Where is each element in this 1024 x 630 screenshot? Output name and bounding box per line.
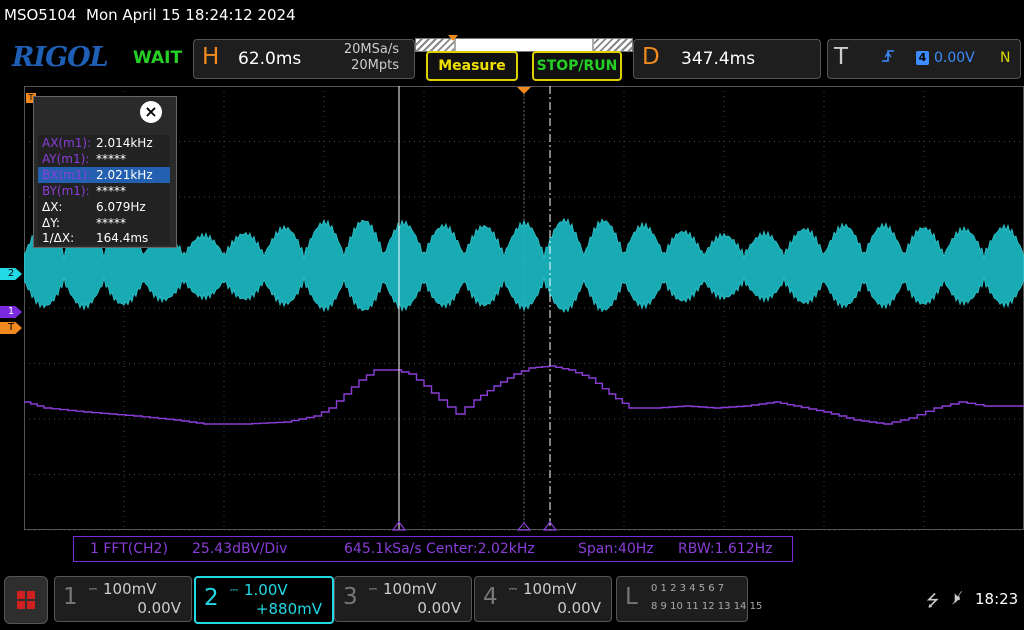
cursor-b-marker-icon bbox=[542, 521, 558, 531]
fft-rbw: RBW:1.612Hz bbox=[678, 541, 773, 557]
ch2-offset: +880mV bbox=[255, 600, 322, 618]
title-bar: MSO5104 Mon April 15 18:24:12 2024 bbox=[0, 0, 1024, 34]
ch1-offset-marker[interactable]: 1 bbox=[0, 306, 22, 318]
trigger-level-marker[interactable]: T bbox=[0, 322, 22, 334]
trigger-level: 0.00V bbox=[934, 50, 975, 66]
horizontal-settings-button[interactable]: H 62.0ms 20MSa/s 20Mpts bbox=[193, 39, 415, 79]
dc-coupling-icon: ⎓ bbox=[89, 584, 97, 595]
cursor-a-marker-icon bbox=[391, 521, 407, 531]
cursor-row-bx: BX(m1): 2.021kHz bbox=[38, 167, 170, 183]
trigger-level-top-marker: T bbox=[26, 93, 36, 103]
memory-view-window bbox=[454, 39, 594, 51]
ch2-offset-marker[interactable]: 2 bbox=[0, 268, 22, 280]
delay-settings-button[interactable]: D 347.4ms bbox=[633, 39, 821, 79]
cursor-row-inverse-delta-x: 1/ΔX: 164.4ms bbox=[38, 231, 170, 245]
cursor-row-delta-y: ΔY: ***** bbox=[38, 215, 170, 231]
dc-coupling-icon: ⎓ bbox=[369, 584, 377, 595]
cursor-row-ax: AX(m1): 2.014kHz bbox=[38, 135, 170, 151]
trigger-key-letter: T bbox=[834, 44, 849, 70]
cursor-row-ay: AY(m1): ***** bbox=[38, 151, 170, 167]
dc-coupling-icon: ⎓ bbox=[509, 584, 517, 595]
memory-depth: 20Mpts bbox=[351, 58, 399, 73]
dc-coupling-icon: ⎓ bbox=[230, 585, 238, 596]
fft-rate: 645.1kSa/s bbox=[344, 541, 422, 557]
run-state-indicator: WAIT bbox=[133, 48, 183, 68]
channel-3-button[interactable]: 3 ⎓ 100mV 0.00V bbox=[334, 576, 472, 622]
ch4-scale: 100mV bbox=[523, 580, 577, 598]
ch2-scale: 1.00V bbox=[244, 581, 288, 599]
cursor-row-delta-x: ΔX: 6.079Hz bbox=[38, 199, 170, 215]
trigger-position-marker bbox=[448, 35, 458, 41]
measure-button[interactable]: Measure bbox=[426, 51, 518, 81]
ch1-offset: 0.00V bbox=[137, 599, 181, 617]
logic-channels-row-2: 8 9 10 11 12 13 14 15 bbox=[651, 601, 763, 612]
channel-4-button[interactable]: 4 ⎓ 100mV 0.00V bbox=[474, 576, 612, 622]
ch3-scale: 100mV bbox=[383, 580, 437, 598]
memory-position-bar[interactable] bbox=[415, 38, 633, 52]
clock: 18:23 bbox=[975, 590, 1019, 608]
waveform-display[interactable] bbox=[24, 86, 1024, 568]
channel-status-bar: 1 ⎓ 100mV 0.00V 2 ⎓ 1.00V +880mV 3 ⎓ 100… bbox=[0, 572, 1024, 630]
trigger-time-marker-icon bbox=[517, 87, 531, 94]
ch4-offset: 0.00V bbox=[557, 599, 601, 617]
cursor-readout-panel: × AX(m1): 2.014kHz AY(m1): ***** BX(m1):… bbox=[33, 96, 177, 248]
trigger-settings-button[interactable]: T 4 0.00V N bbox=[827, 39, 1021, 79]
trigger-mode: N bbox=[1000, 50, 1011, 66]
fft-scale: 25.43dBV/Div bbox=[192, 541, 288, 557]
center-marker-icon bbox=[516, 522, 532, 531]
rising-edge-icon bbox=[880, 48, 896, 68]
ch3-offset: 0.00V bbox=[417, 599, 461, 617]
usb-icon: ⭍ bbox=[926, 591, 940, 610]
fft-trace bbox=[24, 365, 1024, 425]
fft-center: Center:2.02kHz bbox=[426, 541, 535, 557]
fft-source: 1 FFT(CH2) bbox=[90, 541, 168, 557]
channel-1-button[interactable]: 1 ⎓ 100mV 0.00V bbox=[54, 576, 192, 622]
ch1-scale: 100mV bbox=[103, 580, 157, 598]
datetime: Mon April 15 18:24:12 2024 bbox=[86, 6, 296, 24]
delay-value: 347.4ms bbox=[681, 49, 756, 69]
cursor-row-by: BY(m1): ***** bbox=[38, 183, 170, 199]
rigol-logo: RIGOL bbox=[12, 42, 109, 73]
stop-run-button[interactable]: STOP/RUN bbox=[532, 51, 622, 81]
horizontal-key-letter: H bbox=[202, 44, 220, 70]
fft-span: Span:40Hz bbox=[578, 541, 654, 557]
fft-info-bar[interactable]: 1 FFT(CH2) 25.43dBV/Div 645.1kSa/s Cente… bbox=[73, 536, 793, 562]
model-name: MSO5104 bbox=[4, 6, 77, 24]
channel-2-button[interactable]: 2 ⎓ 1.00V +880mV bbox=[194, 576, 334, 624]
ch2-waveform bbox=[24, 217, 1024, 313]
trigger-source-badge: 4 bbox=[916, 51, 929, 65]
timebase-value: 62.0ms bbox=[238, 49, 302, 69]
sample-rate: 20MSa/s bbox=[343, 42, 399, 57]
logic-analyzer-button[interactable]: L 0 1 2 3 4 5 6 7 8 9 10 11 12 13 14 15 bbox=[616, 576, 762, 622]
speaker-muted-icon[interactable]: 🕨̸ bbox=[950, 588, 961, 607]
device-title: MSO5104 Mon April 15 18:24:12 2024 bbox=[4, 6, 296, 24]
delay-key-letter: D bbox=[642, 44, 660, 70]
close-icon[interactable]: × bbox=[140, 101, 162, 123]
logic-channels-row-1: 0 1 2 3 4 5 6 7 bbox=[651, 583, 725, 594]
main-menu-icon[interactable] bbox=[4, 576, 48, 624]
top-control-bar: RIGOL WAIT H 62.0ms 20MSa/s 20Mpts Measu… bbox=[0, 34, 1024, 84]
